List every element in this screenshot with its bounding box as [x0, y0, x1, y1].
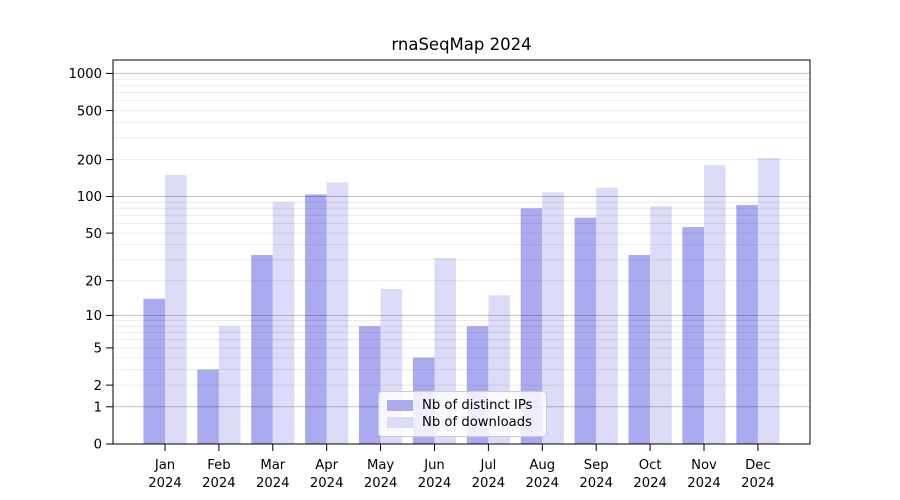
bar-dec-downloads [757, 158, 780, 444]
legend-item-distinct-ips: Nb of distinct IPs [387, 397, 542, 413]
legend: Nb of distinct IPs Nb of downloads [378, 391, 547, 437]
bar-feb-downloads [218, 326, 241, 444]
plot-frame [112, 59, 811, 445]
legend-item-downloads: Nb of downloads [387, 416, 542, 429]
bar-sep-ips [574, 217, 597, 444]
bar-jan-ips [143, 298, 165, 444]
y-tick-label: 50 [85, 227, 102, 242]
y-tick-label: 1 [94, 401, 102, 416]
bar-aug-downloads [542, 192, 564, 444]
y-tick-label: 5 [94, 342, 102, 357]
x-tick-label: Jul 2024 [472, 458, 506, 491]
bar-jan-downloads [165, 174, 187, 444]
y-tick-label: 0 [94, 438, 102, 453]
x-tick-label: Dec 2024 [741, 458, 775, 491]
y-tick-label: 2 [94, 379, 102, 394]
x-axis: Jan 2024 Feb 2024 Mar 2024 Apr 2024 May 2024 Jun 20… [148, 444, 775, 491]
bar-may-ips [359, 326, 381, 444]
bar-aug-ips [520, 208, 543, 444]
bar-nov-downloads [704, 164, 726, 444]
legend-label-distinct-ips: Nb of distinct IPs [422, 397, 533, 413]
x-tick-label: Apr 2024 [310, 458, 344, 491]
y-tick-label: 200 [77, 153, 102, 168]
chart-title: rnaSeqMap 2024 [391, 35, 532, 54]
bar-apr-downloads [326, 182, 349, 444]
legend-swatch-downloads-icon [387, 417, 413, 429]
bar-feb-ips [197, 369, 219, 444]
y-axis: 0 1 2 5 10 20 50 100 200 500 1000 [68, 67, 113, 453]
x-tick-label: Oct 2024 [633, 458, 667, 491]
x-tick-label: Aug 2024 [526, 458, 560, 491]
y-tick-label: 100 [77, 190, 102, 205]
gridlines [113, 72, 810, 408]
x-tick-label: Jan 2024 [148, 458, 182, 491]
bar-dec-ips [736, 205, 758, 444]
x-tick-label: Mar 2024 [256, 458, 290, 491]
y-tick-label: 1000 [68, 67, 102, 82]
x-tick-label: May 2024 [364, 458, 398, 491]
bars-downloads [165, 158, 780, 444]
bar-oct-ips [628, 254, 651, 444]
x-tick-label: Jun 2024 [418, 458, 452, 491]
x-tick-label: Nov 2024 [687, 458, 721, 491]
bar-mar-ips [251, 254, 273, 444]
bar-mar-downloads [272, 202, 295, 444]
x-tick-label: Sep 2024 [579, 458, 613, 491]
bar-apr-ips [305, 194, 327, 444]
bar-sep-downloads [596, 187, 618, 444]
legend-label-downloads: Nb of downloads [422, 415, 532, 431]
y-tick-label: 500 [77, 104, 102, 119]
legend-swatch-distinct-ips-icon [387, 399, 413, 411]
x-tick-label: Feb 2024 [202, 458, 236, 491]
y-tick-label: 10 [85, 309, 102, 324]
bar-nov-ips [682, 227, 704, 444]
y-tick-label: 20 [85, 274, 102, 289]
bar-oct-downloads [650, 206, 672, 444]
